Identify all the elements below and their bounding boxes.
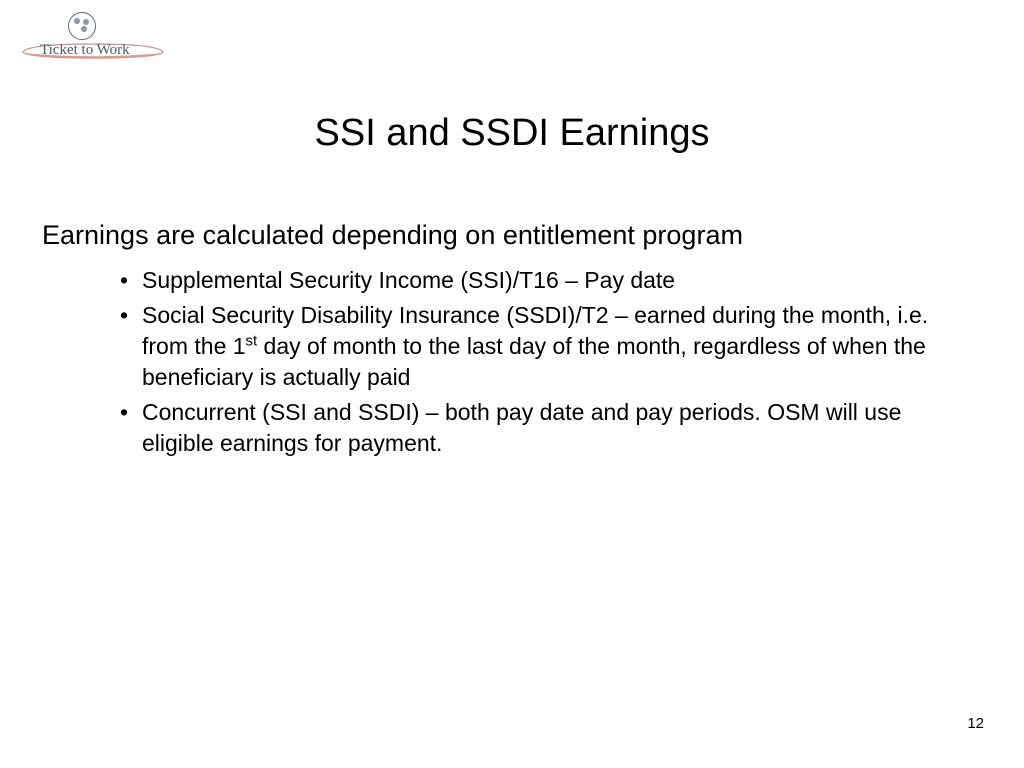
intro-text: Earnings are calculated depending on ent… (42, 218, 962, 253)
bullet-text: Concurrent (SSI and SSDI) – both pay dat… (142, 399, 901, 456)
logo-text: Ticket to Work (40, 42, 130, 59)
bullet-item: Concurrent (SSI and SSDI) – both pay dat… (120, 397, 962, 459)
bullet-item: Social Security Disability Insurance (SS… (120, 300, 962, 393)
bullet-sup: st (246, 333, 258, 350)
ticket-to-work-logo: Ticket to Work (18, 12, 158, 62)
bullet-text-after: day of month to the last day of the mont… (142, 333, 926, 390)
bullet-text: Supplemental Security Income (SSI)/T16 –… (142, 267, 675, 293)
slide-title: SSI and SSDI Earnings (0, 112, 1024, 155)
slide-content: Earnings are calculated depending on ent… (42, 218, 962, 463)
bullet-list: Supplemental Security Income (SSI)/T16 –… (42, 265, 962, 459)
page-number: 12 (967, 715, 984, 732)
bullet-item: Supplemental Security Income (SSI)/T16 –… (120, 265, 962, 296)
logo-circle-icon (68, 12, 96, 40)
